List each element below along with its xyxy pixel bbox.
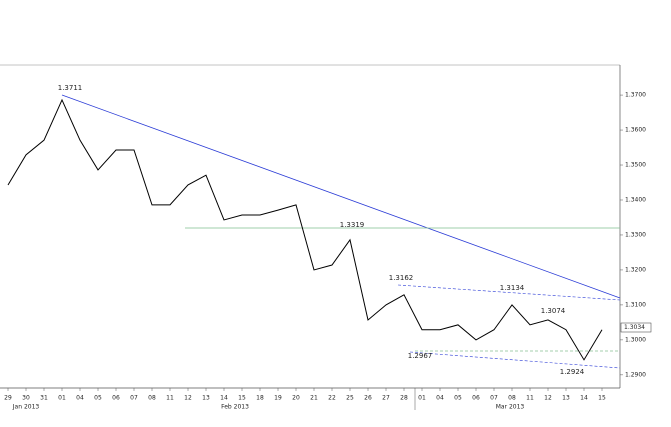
x-tick-label: 18 (256, 395, 264, 402)
month-label: Feb 2013 (221, 404, 249, 411)
y-tick-label: 1.3500 (625, 162, 646, 169)
y-tick-label: 1.3300 (625, 231, 646, 238)
channel-top (397, 284, 621, 301)
x-tick-label: 19 (274, 395, 282, 402)
x-tick-label: 08 (148, 395, 156, 402)
price-annotation: 1.3134 (500, 284, 525, 292)
x-tick-label: 05 (94, 395, 102, 402)
x-tick-label: 12 (544, 395, 552, 402)
x-tick-label: 06 (472, 395, 480, 402)
x-tick-label: 04 (76, 395, 84, 402)
x-tick-label: 15 (598, 395, 606, 402)
x-tick-label: 07 (130, 395, 138, 402)
x-tick-label: 04 (436, 395, 444, 402)
x-tick-label: 26 (364, 395, 372, 402)
x-tick-label: 22 (328, 395, 336, 402)
x-tick-label: 01 (418, 395, 426, 402)
trend-line (61, 94, 621, 299)
x-tick-label: 29 (4, 395, 12, 402)
y-tick-label: 1.3700 (625, 92, 646, 99)
x-tick-label: 05 (454, 395, 462, 402)
x-tick-label: 01 (58, 395, 66, 402)
price-annotation: 1.3074 (541, 307, 566, 315)
y-tick-label: 1.2900 (625, 371, 646, 378)
y-tick-label: 1.3100 (625, 301, 646, 308)
price-annotation: 1.3319 (340, 221, 365, 229)
x-tick-label: 14 (580, 395, 588, 402)
month-label: Mar 2013 (496, 404, 525, 411)
last-price-box (620, 322, 652, 333)
x-tick-label: 08 (508, 395, 516, 402)
price-annotation: 1.2967 (408, 352, 433, 360)
x-tick-label: 11 (166, 395, 174, 402)
price-annotation: 1.3711 (58, 84, 83, 92)
price-line (7, 98, 603, 361)
x-tick-label: 25 (346, 395, 354, 402)
x-tick-label: 21 (310, 395, 318, 402)
x-tick-label: 20 (292, 395, 300, 402)
channel-bottom (409, 351, 621, 369)
x-tick-label: 13 (202, 395, 210, 402)
x-tick-label: 07 (490, 395, 498, 402)
x-tick-label: 28 (400, 395, 408, 402)
x-tick-label: 31 (40, 395, 48, 402)
x-tick-label: 11 (526, 395, 534, 402)
price-annotation: 1.3162 (389, 274, 414, 282)
x-tick-label: 13 (562, 395, 570, 402)
x-tick-label: 14 (220, 395, 228, 402)
x-tick-label: 15 (238, 395, 246, 402)
y-tick-label: 1.3200 (625, 266, 646, 273)
x-tick-label: 06 (112, 395, 120, 402)
last-price-label: 1.3034 (624, 324, 645, 331)
month-label: Jan 2013 (12, 404, 40, 411)
y-tick-label: 1.3000 (625, 336, 646, 343)
x-tick-label: 30 (22, 395, 30, 402)
x-tick-label: 27 (382, 395, 390, 402)
y-tick-label: 1.3600 (625, 127, 646, 134)
y-tick-label: 1.3400 (625, 196, 646, 203)
x-tick-label: 12 (184, 395, 192, 402)
price-annotation: 1.2924 (560, 368, 585, 376)
